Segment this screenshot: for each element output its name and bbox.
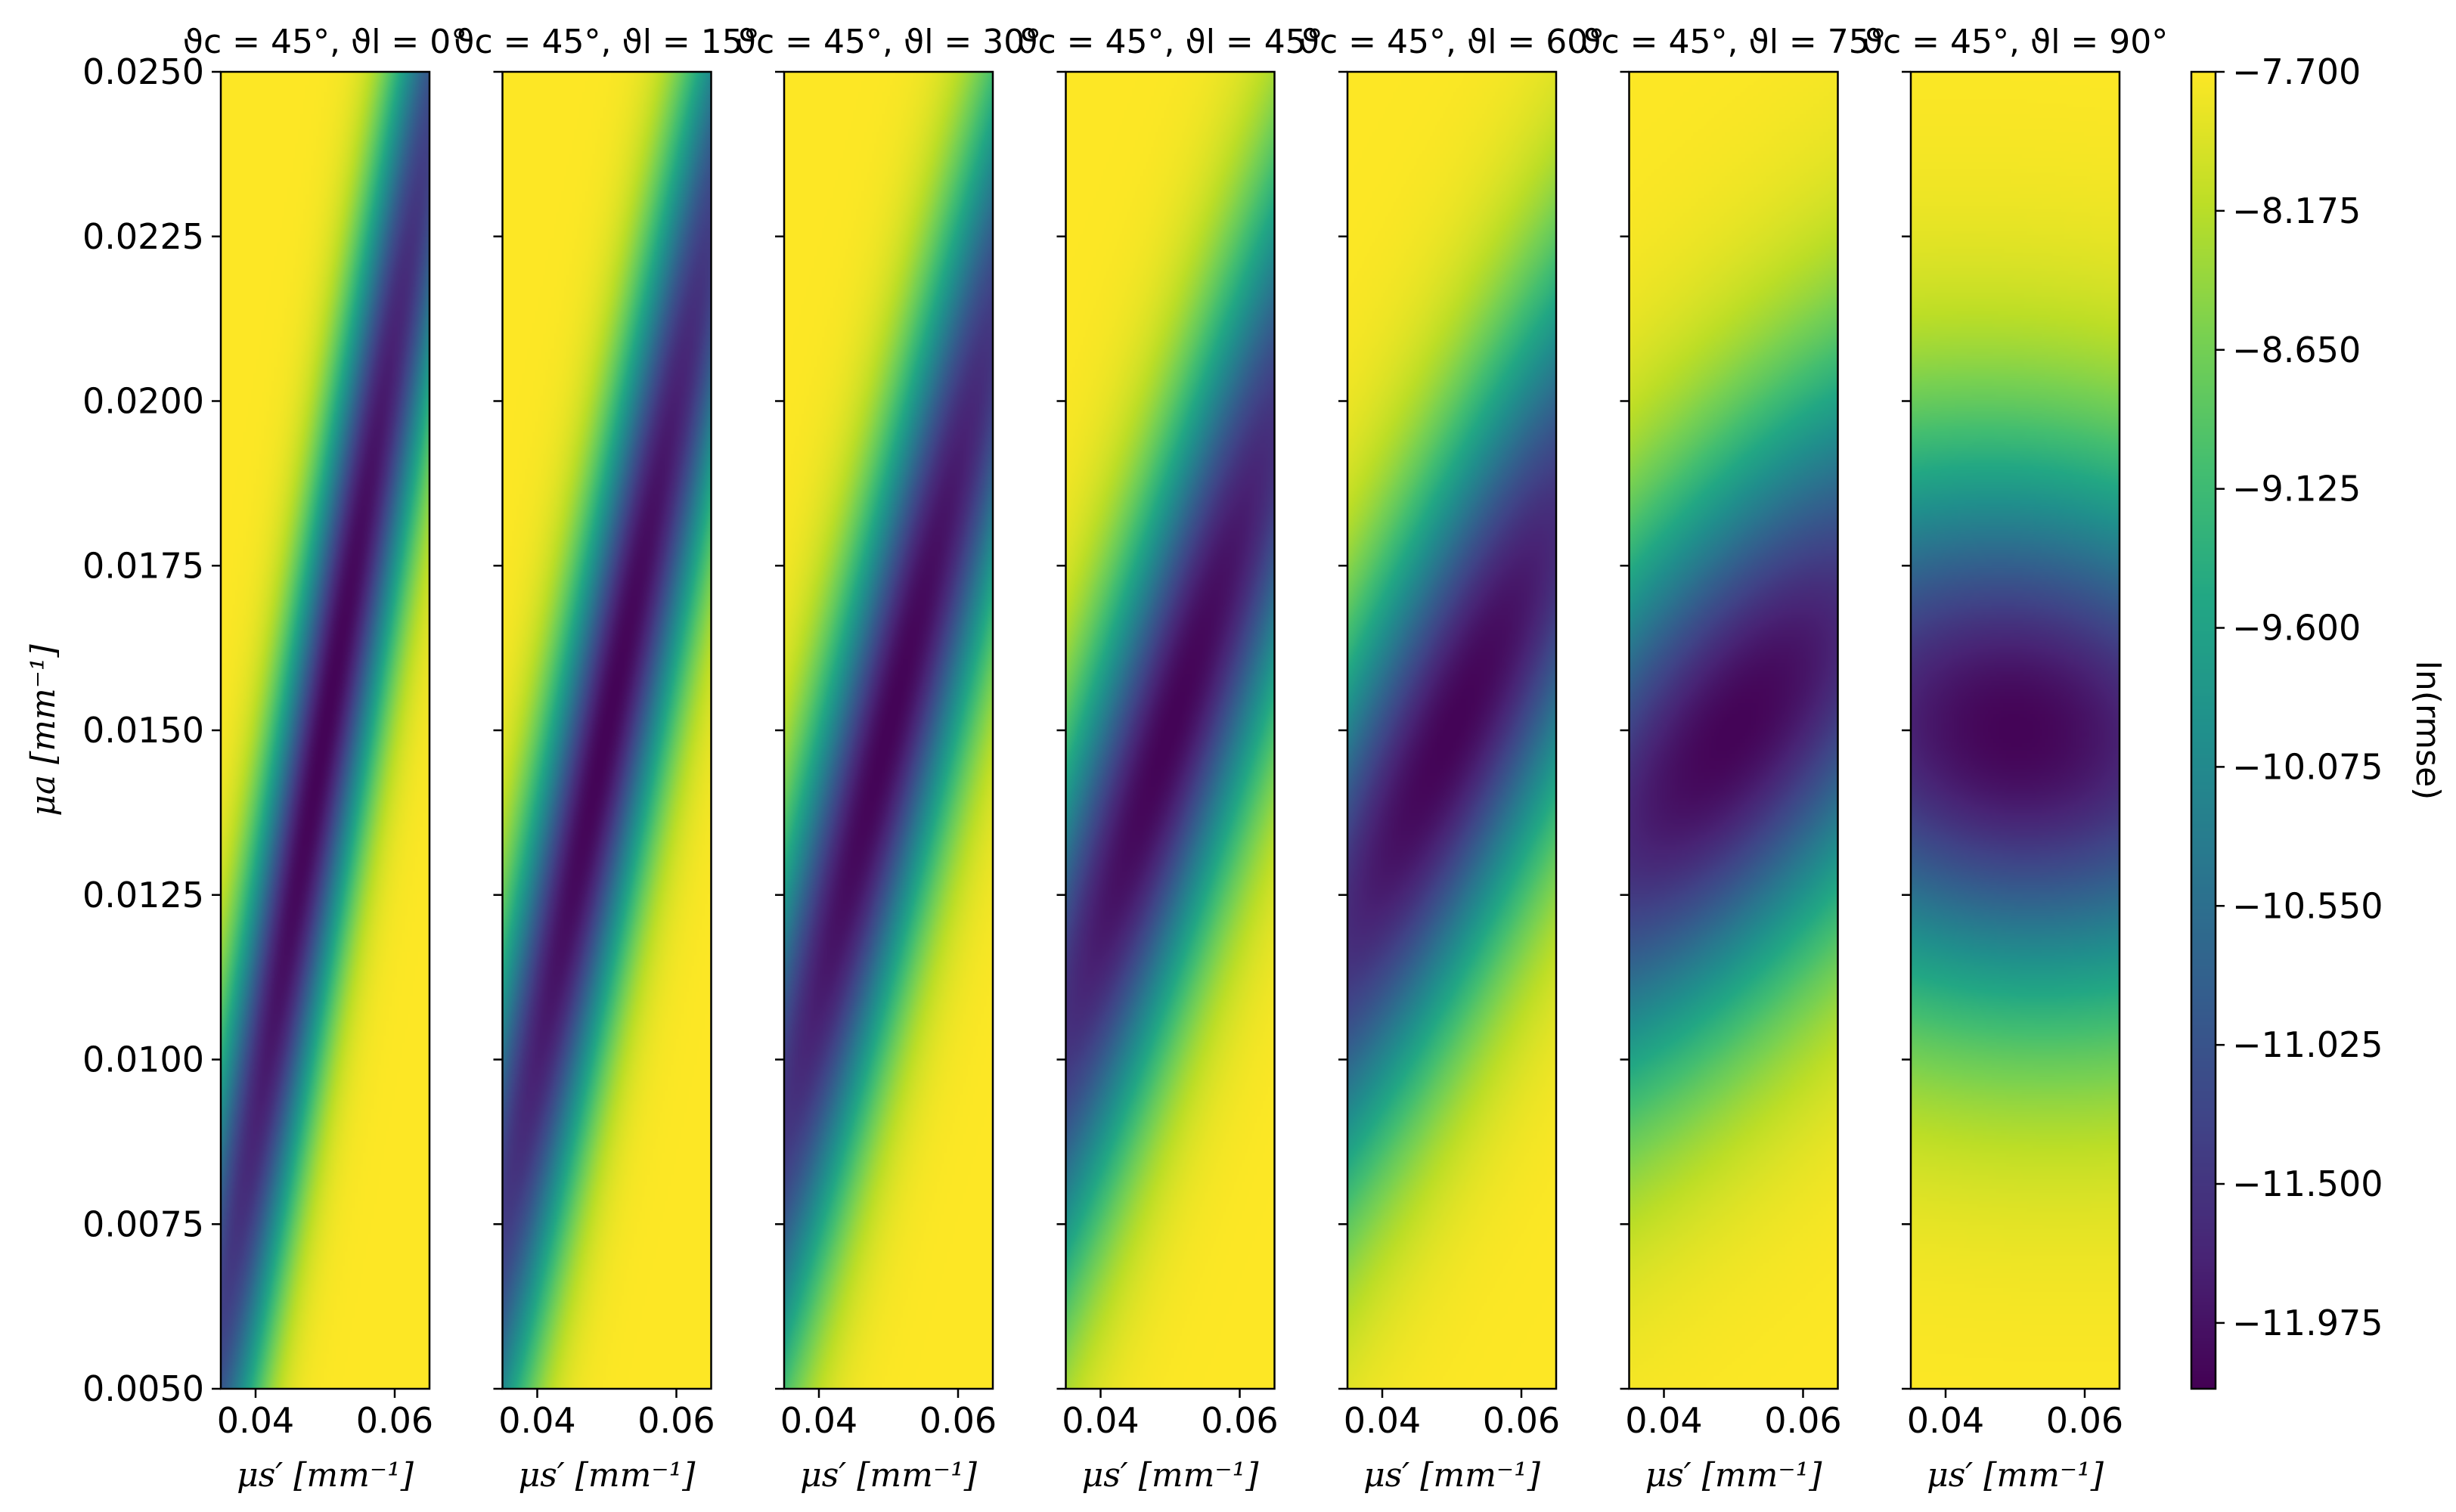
colorbar-tick-label-5: −10.075 [2232,746,2383,787]
heatmap-panel-1: ϑc = 45°, ϑl = 15° 0.04 0.06 μs′ [mm⁻¹] [454,23,760,1495]
panel-title-3: ϑc = 45°, ϑl = 45° [1017,23,1323,61]
y-tick-label-5: 0.0175 [82,545,204,586]
colorbar-tick-label-8: −11.500 [2232,1163,2383,1204]
heatmap-panel-0: ϑc = 45°, ϑl = 0° 0.04 0.06 0.0050 0.0075 0.0… [82,23,467,1495]
x-tick-label-2-0: 0.04 [780,1400,857,1441]
y-axis-label: μa [mm⁻¹] [24,643,63,816]
x-tick-label-1-1: 0.06 [637,1400,715,1441]
heatmap-panel-5: ϑc = 45°, ϑl = 75° 0.04 0.06 μs′ [mm⁻¹] [1580,23,1887,1495]
x-axis-label-3: μs′ [mm⁻¹] [1082,1456,1260,1495]
heatmap-image-4 [1347,72,1556,1389]
colorbar-gradient [2191,72,2216,1389]
heatmap-image-3 [1065,72,1275,1389]
colorbar: −7.700 −8.175 −8.650 −9.125 −9.600 −10.075 −10… [2190,51,2447,1390]
x-tick-label-3-0: 0.04 [1062,1400,1139,1441]
panel-title-6: ϑc = 45°, ϑl = 90° [1862,23,2169,61]
panel-title-1: ϑc = 45°, ϑl = 15° [454,23,760,61]
x-tick-label-5-0: 0.04 [1625,1400,1702,1441]
heatmap-panel-6: ϑc = 45°, ϑl = 90° 0.04 0.06 μs′ [mm⁻¹] [1862,23,2169,1495]
colorbar-label: ln(rmse) [2408,661,2447,801]
panel-title-4: ϑc = 45°, ϑl = 60° [1299,23,1605,61]
x-tick-label-2-1: 0.06 [919,1400,997,1441]
x-tick-label-1-0: 0.04 [498,1400,575,1441]
colorbar-tick-label-2: −8.650 [2232,330,2361,370]
x-axis-label-2: μs′ [mm⁻¹] [800,1456,978,1495]
y-tick-label-2: 0.0100 [82,1040,204,1080]
y-tick-label-3: 0.0125 [82,875,204,916]
y-tick-label-1: 0.0075 [82,1204,204,1244]
x-tick-label-0-0: 0.04 [217,1400,294,1441]
heatmap-image-2 [784,72,993,1389]
heatmap-panel-3: ϑc = 45°, ϑl = 45° 0.04 0.06 μs′ [mm⁻¹] [1017,23,1323,1495]
x-axis-label-6: μs′ [mm⁻¹] [1927,1456,2104,1495]
heatmap-image-0 [221,72,429,1389]
colorbar-frame [2190,70,2217,1390]
heatmap-panel-4: ϑc = 45°, ϑl = 60° 0.04 0.06 μs′ [mm⁻¹] [1299,23,1605,1495]
y-tick-label-8: 0.0250 [82,51,204,92]
x-axis-label-1: μs′ [mm⁻¹] [519,1456,696,1495]
heatmap-image-6 [1911,72,2120,1389]
y-tick-label-7: 0.0225 [82,216,204,257]
panel-title-5: ϑc = 45°, ϑl = 75° [1580,23,1887,61]
colorbar-tick-label-3: −9.125 [2232,469,2361,510]
x-tick-label-0-1: 0.06 [356,1400,433,1441]
x-tick-label-3-1: 0.06 [1201,1400,1278,1441]
y-tick-label-0: 0.0050 [82,1368,204,1409]
colorbar-tick-label-4: −9.600 [2232,608,2361,649]
colorbar-tick-label-1: −8.175 [2232,191,2361,231]
x-tick-label-4-0: 0.04 [1344,1400,1421,1441]
x-axis-label-0: μs′ [mm⁻¹] [237,1456,414,1495]
heatmap-panel-2: ϑc = 45°, ϑl = 30° 0.04 0.06 μs′ [mm⁻¹] [736,23,1042,1495]
x-axis-label-4: μs′ [mm⁻¹] [1363,1456,1541,1495]
colorbar-tick-label-9: −11.975 [2232,1303,2383,1343]
x-tick-label-5-1: 0.06 [1764,1400,1841,1441]
y-tick-label-4: 0.0150 [82,710,204,751]
x-axis-label-5: μs′ [mm⁻¹] [1645,1456,1823,1495]
colorbar-tick-label-7: −11.025 [2232,1024,2383,1065]
panel-title-2: ϑc = 45°, ϑl = 30° [736,23,1042,61]
colorbar-tick-label-0: −7.700 [2232,51,2361,92]
panel-title-0: ϑc = 45°, ϑl = 0° [183,23,468,61]
y-tick-label-6: 0.0200 [82,381,204,422]
x-tick-label-6-1: 0.06 [2046,1400,2123,1441]
heatmap-image-1 [502,72,712,1389]
x-tick-label-6-0: 0.04 [1907,1400,1984,1441]
x-tick-label-4-1: 0.06 [1483,1400,1560,1441]
heatmap-image-5 [1629,72,1838,1389]
colorbar-tick-label-6: −10.550 [2232,885,2383,926]
